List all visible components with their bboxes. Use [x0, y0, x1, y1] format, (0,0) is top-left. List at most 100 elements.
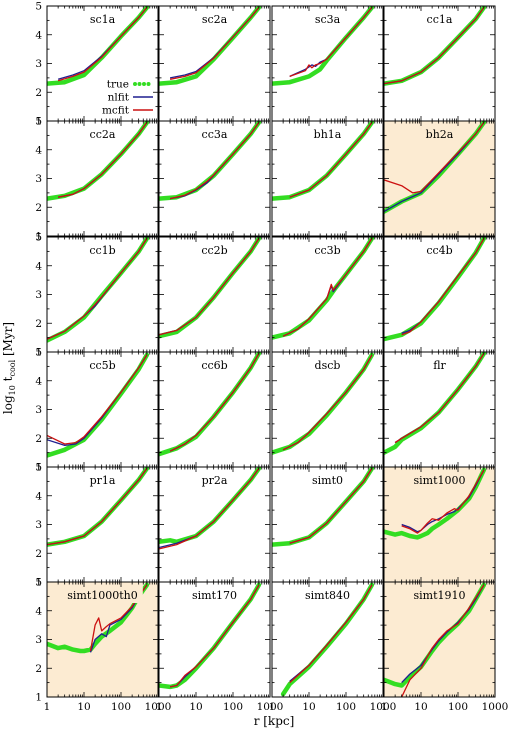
panel-title: simt840 [305, 589, 350, 602]
panel-plot-area [159, 6, 262, 86]
mcfit-series-line [57, 122, 148, 198]
panel-plot-area [47, 6, 150, 86]
mcfit-series-line [384, 122, 485, 194]
x-tick-label: 1000 [257, 701, 284, 713]
panel-plot-area [272, 467, 375, 547]
y-tick-label: 4 [35, 375, 42, 387]
panel-title: cc3a [202, 128, 228, 141]
mcfit-series-line [169, 584, 260, 688]
panel-title: cc1a [427, 13, 453, 26]
mcfit-series-line [289, 122, 373, 198]
panel-title: cc3b [314, 244, 340, 257]
panel-title: pr1a [90, 474, 116, 487]
panel-title: simt1000 [413, 474, 465, 487]
panel-bh2a: bh2a [383, 120, 496, 237]
x-tick-label: 100 [336, 701, 356, 713]
x-tick-label: 1000 [145, 701, 172, 713]
panel-title-box [85, 472, 120, 488]
nlfit-series-line [401, 584, 485, 684]
panel-cc2b: cc2b [158, 236, 271, 353]
y-tick-label: 3 [35, 58, 42, 70]
x-tick-label: 10 [77, 701, 90, 713]
mcfit-series-line [401, 238, 485, 336]
mcfit-series-line [384, 7, 485, 85]
panel-simt0: simt0 [271, 466, 384, 583]
panel-plot-area [159, 582, 262, 690]
y-tick-label: 3 [35, 404, 42, 416]
panel-title-box [85, 11, 120, 27]
y-tick-label: 4 [35, 490, 42, 502]
y-tick-label: 4 [35, 144, 42, 156]
panel-title-box [310, 11, 345, 27]
mcfit-series-line [159, 468, 260, 550]
panel-title-box [197, 126, 232, 142]
mcfit-series-line [289, 6, 373, 78]
y-tick-label: 2 [35, 202, 42, 214]
panel-title: sc3a [315, 13, 341, 26]
y-tick-label: 2 [35, 87, 42, 99]
panel-title-box [307, 472, 348, 488]
panel-plot-area [384, 467, 487, 540]
panel-cc6b: cc6b [158, 351, 271, 468]
panel-title-box [409, 472, 470, 488]
y-axis-label: log10 tcool [Myr] [1, 322, 17, 414]
panel-title-box [187, 587, 242, 603]
panel-plot-area [47, 352, 150, 458]
y-tick-label: 5 [35, 462, 42, 474]
y-tick-label: 4 [35, 29, 42, 41]
panel-title: dscb [315, 359, 341, 372]
y-tick-label: 5 [35, 1, 42, 13]
panel-title: sc2a [202, 13, 228, 26]
y-axis-label-base: 10 [8, 385, 17, 395]
panel-frame [383, 120, 496, 237]
panel-title: pr2a [202, 474, 228, 487]
y-tick-label: 4 [35, 260, 42, 272]
panel-simt1910: simt1910 1 10 100 1000 [381, 581, 508, 713]
panel-frame [271, 120, 384, 237]
panel-title: cc4b [426, 244, 452, 257]
mcfit-series-line [169, 353, 260, 452]
panel-cc2a: cc2a 1 2 3 4 5 [35, 116, 159, 243]
panel-simt1000: simt1000 [383, 466, 496, 583]
x-axis-label: r [kpc] [254, 714, 295, 728]
legend-label-mcfit: mcfit [102, 105, 130, 117]
y-tick-label: 1 [35, 231, 42, 243]
panel-bh1a: bh1a [271, 120, 384, 237]
panel-plot-area [384, 582, 487, 697]
x-tick-label: 10 [302, 701, 315, 713]
panel-title: simt1910 [413, 589, 465, 602]
y-tick-label: 5 [35, 347, 42, 359]
y-tick-label: 4 [35, 605, 42, 617]
y-tick-label: 3 [35, 173, 42, 185]
panel-plot-area [159, 467, 262, 550]
panel-title-box [422, 126, 457, 142]
panel-title-box [422, 242, 457, 258]
panel-cc1b: cc1b 1 2 3 4 5 [35, 232, 159, 359]
panel-title-box [197, 11, 232, 27]
panel-title: flr [433, 359, 446, 372]
panel-frame [271, 581, 384, 698]
panel-title-box [197, 472, 232, 488]
mcfit-series-line [394, 353, 485, 444]
y-axis-label-cool: cool [8, 359, 17, 376]
panel-cc3b: cc3b [271, 236, 384, 353]
panel-sc2a: sc2a [158, 5, 271, 122]
x-tick-label: 1 [156, 701, 163, 713]
panel-plot-area [384, 237, 487, 342]
panel-title-box [197, 357, 232, 373]
y-tick-label: 2 [35, 318, 42, 330]
y-tick-label: 1 [35, 577, 42, 589]
y-axis-label-t: t [1, 376, 15, 385]
y-tick-label: 5 [35, 232, 42, 244]
y-tick-label: 1 [35, 692, 42, 704]
x-tick-label: 100 [223, 701, 243, 713]
mcfit-series-line [47, 238, 148, 340]
x-tick-label: 10 [189, 701, 202, 713]
panel-title: cc2b [201, 244, 227, 257]
panel-title: cc1b [89, 244, 115, 257]
panel-cc1a: cc1a [383, 5, 496, 122]
panel-simt170: simt170 1 10 100 1000 [156, 581, 284, 713]
